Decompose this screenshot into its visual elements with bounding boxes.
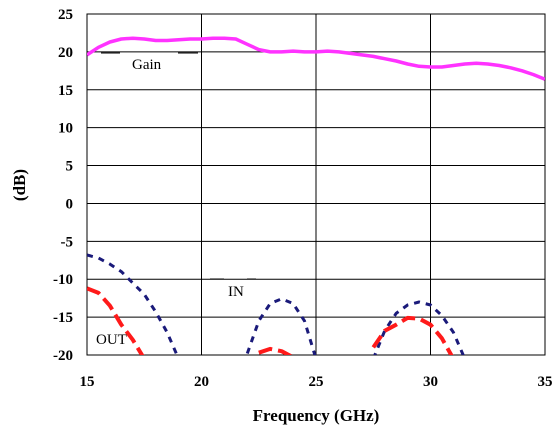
y-tick-label: -5 — [61, 234, 74, 250]
grid — [86, 13, 546, 356]
x-tick-labels: 15 20 25 30 35 — [80, 374, 553, 390]
y-tick-label: -20 — [53, 348, 73, 364]
y-tick-label: -15 — [53, 310, 73, 326]
x-axis-title: Frequency (GHz) — [253, 406, 380, 425]
y-tick-label: 0 — [66, 196, 74, 212]
x-tick-label: 25 — [309, 374, 324, 390]
series-gain-line — [87, 36, 545, 81]
x-tick-label: 15 — [80, 374, 95, 390]
series-out-line — [87, 286, 454, 355]
series-lines — [87, 36, 545, 355]
y-tick-label: 25 — [58, 7, 73, 23]
y-tick-label: 15 — [58, 83, 73, 99]
gain-annotation: Gain — [132, 57, 162, 73]
y-tick-label: -10 — [53, 272, 73, 288]
series-in-line — [87, 253, 465, 355]
x-tick-label: 30 — [423, 374, 438, 390]
y-tick-labels: 25 20 15 10 5 0 -5 -10 -15 -20 — [53, 7, 73, 364]
y-tick-label: 10 — [58, 121, 73, 137]
y-tick-label: 5 — [66, 159, 74, 175]
x-tick-label: 35 — [538, 374, 553, 390]
in-annotation: IN — [228, 284, 244, 300]
x-tick-label: 20 — [194, 374, 209, 390]
y-tick-label: 20 — [58, 45, 73, 61]
y-axis-title: (dB) — [10, 169, 29, 201]
out-annotation: OUT — [96, 332, 127, 348]
